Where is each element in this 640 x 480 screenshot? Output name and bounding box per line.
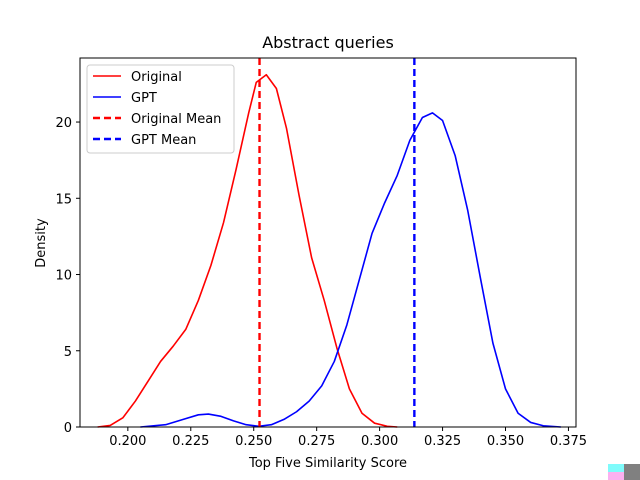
legend-box [86, 64, 235, 154]
y-tick-label: 0 [64, 421, 72, 436]
x-axis: 0.200 0.225 0.250 0.275 0.300 0.325 0.350 0.375 [109, 427, 587, 449]
x-axis-label: Top Five Similarity Score [248, 456, 407, 471]
chart-title: Abstract queries [262, 33, 394, 52]
plot-frame [79, 57, 577, 428]
legend-label: Original Mean [131, 112, 221, 127]
y-tick-label: 10 [55, 269, 72, 284]
corner-swatch-cyan [608, 464, 624, 472]
y-tick-label: 20 [55, 116, 72, 131]
x-tick-label: 0.250 [235, 434, 272, 449]
corner-swatch-gray [624, 464, 640, 480]
legend-label: GPT Mean [131, 133, 196, 148]
legend-label: Original [131, 70, 182, 85]
x-tick-label: 0.375 [550, 434, 587, 449]
x-tick-label: 0.300 [361, 434, 398, 449]
corner-swatch-magenta [608, 472, 624, 480]
y-axis-label: Density [34, 218, 49, 268]
x-tick-label: 0.350 [487, 434, 524, 449]
x-tick-label: 0.325 [424, 434, 461, 449]
y-tick-label: 5 [64, 345, 72, 360]
series-line-gpt [140, 112, 561, 428]
series-line-original [97, 73, 398, 428]
y-axis: 0 5 10 15 20 [55, 116, 80, 436]
legend-label: GPT [131, 91, 157, 106]
x-tick-label: 0.275 [298, 434, 335, 449]
x-tick-label: 0.200 [109, 434, 146, 449]
plot-area [97, 58, 561, 428]
y-tick-label: 15 [55, 192, 72, 207]
x-tick-label: 0.225 [172, 434, 209, 449]
legend: Original GPT Original Mean GPT Mean [86, 64, 235, 154]
